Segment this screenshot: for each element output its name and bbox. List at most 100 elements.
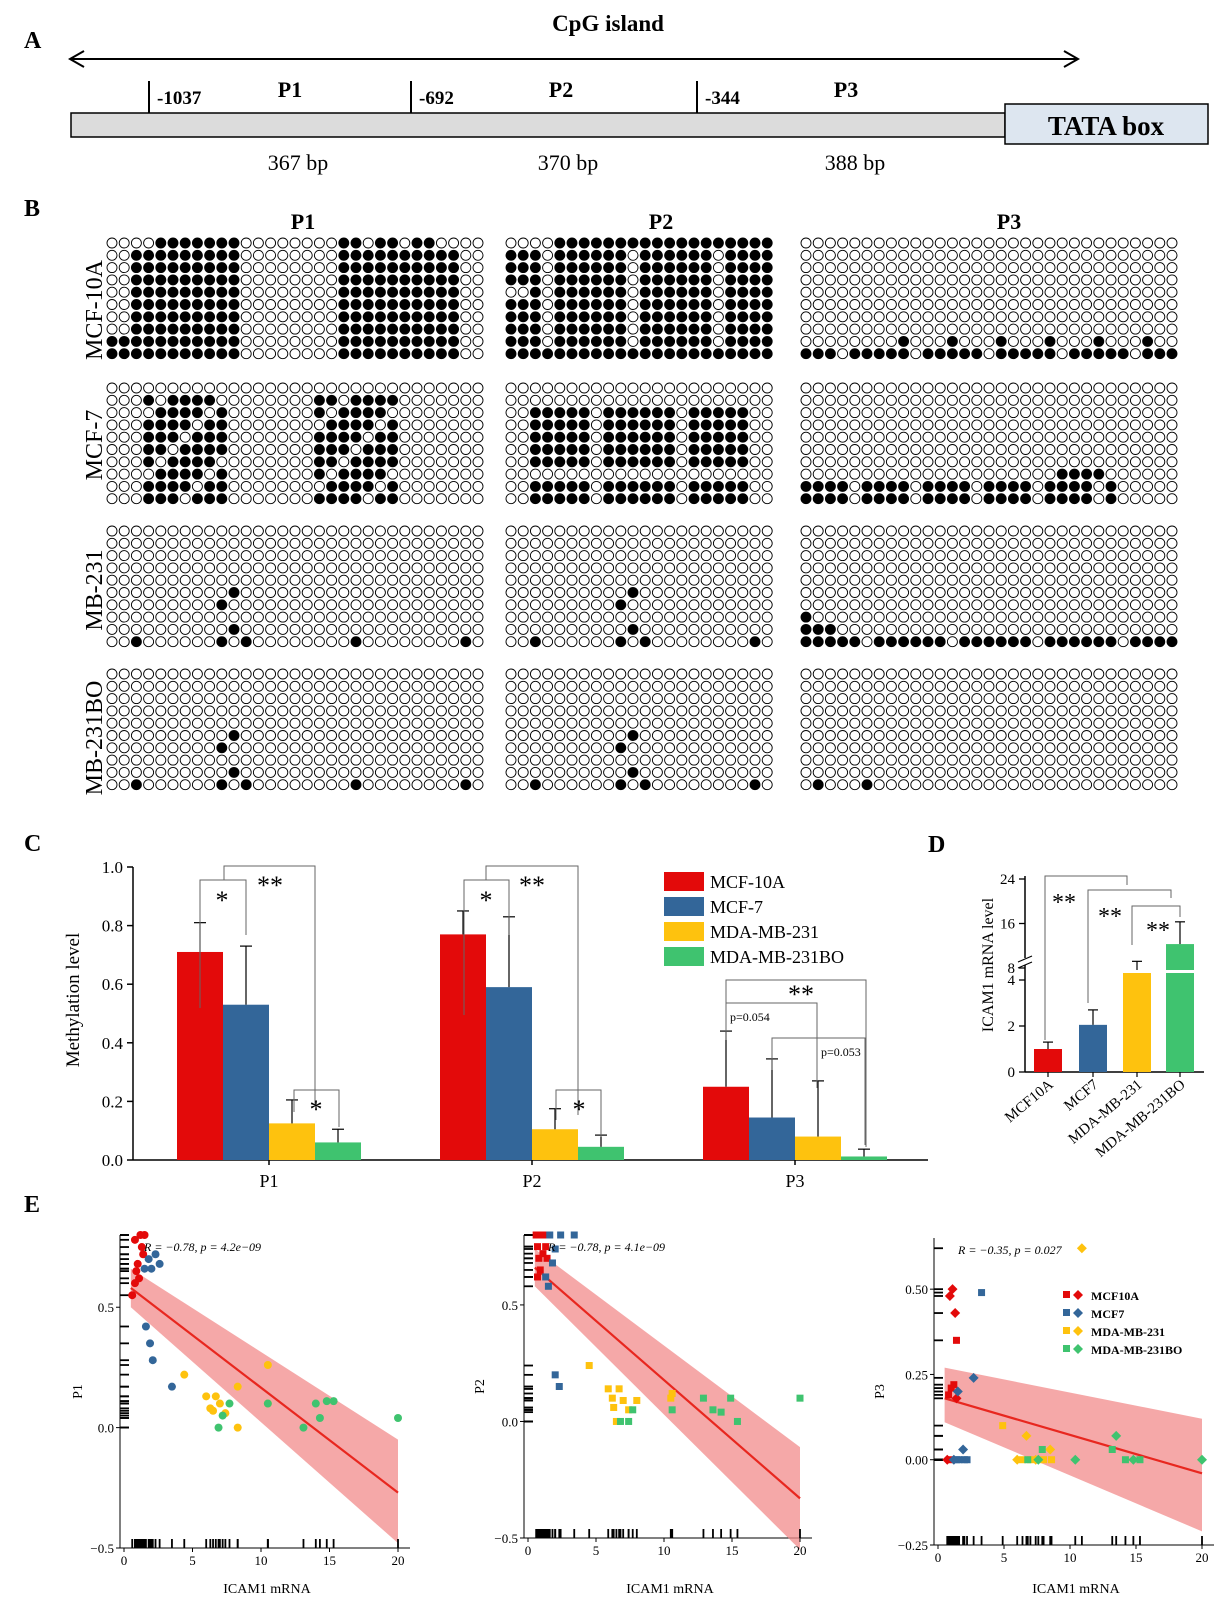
scatter-point [139,1250,148,1259]
scatter-point [315,1413,324,1422]
chart-c-y-tick-label: 0.8 [102,917,123,936]
scatter-fit-line [534,1266,801,1500]
scatter-point [130,1235,139,1244]
position-label-2: -692 [419,88,454,109]
scatter-confidence-band [944,1367,1202,1532]
panel-letter-b: B [24,196,40,222]
length-label-p1: 367 bp [268,150,329,175]
scatter-legend-diamond [1073,1290,1083,1300]
scatter-point [225,1399,234,1408]
lollipop-grid [800,668,1178,791]
scatter-point [544,1282,552,1290]
chart-d-y-axis-label: ICAM1 mRNA level [980,897,997,1032]
chart-c-y-tick-label: 1.0 [102,858,123,877]
scatter-point [1045,1444,1056,1455]
scatter-point [539,1250,547,1258]
scatter-point [709,1406,717,1414]
row-label-mb231: MB-231 [82,549,108,630]
scatter-confidence-band [130,1268,398,1544]
scatter-point [322,1397,331,1406]
chart-c-sig-3: * [310,1095,323,1124]
scatter-point [263,1399,272,1408]
scatter-point [668,1406,676,1414]
scatter-x-tick-label: 15 [1130,1550,1143,1565]
segment-label-p2: P2 [549,77,573,102]
panel-letter-d: D [928,832,945,858]
scatter-point [1111,1430,1122,1441]
scatter-point [209,1406,218,1415]
panel-b: B P1 P2 P3 MCF-10A MCF-7 MB-231 MB-231BO [24,196,1178,795]
scatter-point [548,1259,556,1267]
scatter-point [633,1396,641,1404]
scatter-point [1108,1445,1116,1453]
scatter-point [140,1264,149,1273]
scatter-point [1048,1456,1056,1464]
scatter-y-axis-label: P3 [873,1384,888,1399]
scatter-y-tick-label: 0.25 [905,1367,928,1382]
panel-letter-c: C [24,831,41,857]
scatter-point [536,1266,544,1274]
scatter-point [604,1385,612,1393]
scatter-point [1033,1454,1044,1465]
scatter-point [717,1408,725,1416]
scatter-point [532,1231,540,1239]
length-label-p3: 388 bp [825,150,886,175]
scatter-point [585,1362,593,1370]
scatter-fit-line [130,1287,399,1494]
scatter-point [147,1264,156,1273]
scatter-plot: −0.5 0.0 0.5 0 5 10 15 20 R = −0.78, p = 4.2e−09… [71,1231,410,1597]
chart-c-bar [269,1123,315,1160]
scatter-point [1136,1456,1144,1464]
scatter-legend-label: MDA-MB-231 [1091,1325,1165,1339]
chart-d-y-tick-label: 2 [1008,1019,1016,1035]
lollipop-grid [800,237,1178,360]
scatter-point [137,1243,146,1252]
chart-c-bar [578,1146,624,1160]
scatter-point [542,1243,550,1251]
panel-e: E −0.50.00.50 5 10 15 20R = −0.78, p = 4.2e−… [24,1192,1214,1597]
chart-c-y-tick-label: 0.2 [102,1092,123,1111]
scatter-point [612,1417,620,1425]
scatter-point [215,1399,224,1408]
scatter-plots: −0.50.00.50 5 10 15 20R = −0.78, p = 4.2e−09… [71,1231,1214,1597]
scatter-point [619,1396,627,1404]
scatter-legend-label: MCF7 [1091,1307,1124,1321]
scatter-point [958,1444,969,1455]
lollipop-grid [505,382,773,505]
panel-letter-a: A [24,28,42,54]
column-header-p1: P1 [291,209,315,234]
scatter-legend-label: MDA-MB-231BO [1091,1343,1182,1357]
scatter-x-tick-label: 10 [1064,1550,1077,1565]
chart-c-sig-1: * [216,886,229,915]
chart-c-sig-7: ** [788,980,814,1009]
scatter-legend-square [1063,1291,1070,1298]
scatter-y-axis-label: P1 [71,1384,86,1399]
scatter-point [128,1291,137,1300]
chart-c-pvalue-2: p=0.053 [821,1045,861,1059]
lollipop-grid [800,525,1178,648]
row-label-mcf10a: MCF-10A [82,259,108,360]
scatter-point [699,1394,707,1402]
chart-d-y-tick-label: 16 [1000,917,1016,933]
scatter-point [202,1392,211,1401]
panel-a: A CpG island TATA box -1037 -692 -344 P1… [24,11,1209,175]
scatter-x-tick-label: 15 [726,1543,739,1558]
scatter-legend-label: MCF10A [1091,1289,1139,1303]
scatter-legend-square [1063,1327,1070,1334]
scatter-point [543,1254,551,1262]
chart-c-bar [795,1136,841,1160]
scatter-point [1128,1454,1139,1465]
chart-d-y-tick-label: 0 [1008,1065,1016,1081]
chart-c-x-ticks: P1 P2 P3 [259,1160,805,1191]
scatter-point [951,1393,962,1404]
chart-c-bar [749,1117,795,1160]
scatter-point [299,1423,308,1432]
scatter-point [141,1322,150,1331]
scatter-plot: −0.25 0.00 0.25 0.50 0 5 10 15 20 R = −0.35, p = … [873,1238,1214,1597]
scatter-point [542,1273,550,1281]
scatter-point [950,1381,958,1389]
chart-c-legend-label: MDA-MB-231BO [710,947,844,967]
chart-d-y-tick-label: 24 [1000,872,1016,888]
scatter-point [211,1392,220,1401]
scatter-point [214,1423,223,1432]
